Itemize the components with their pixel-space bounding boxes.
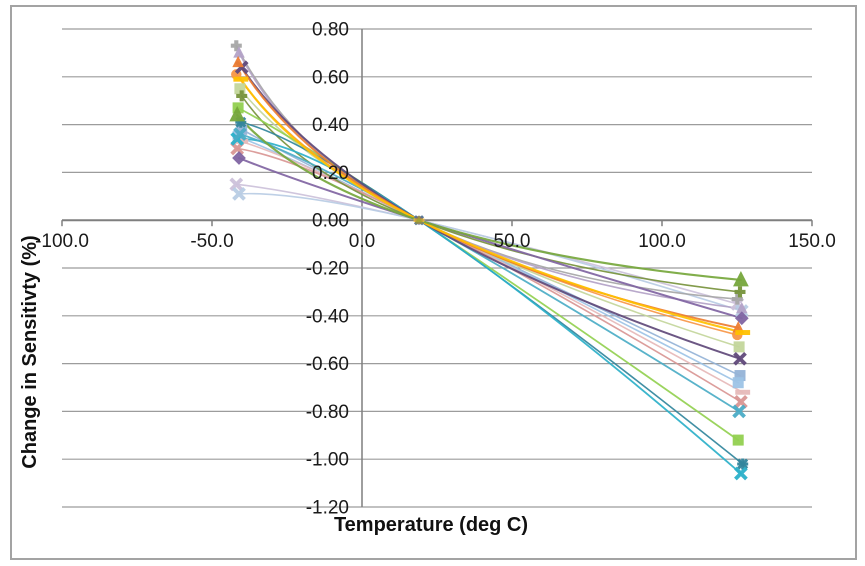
data-series (229, 40, 751, 481)
series-markers (229, 40, 751, 481)
data-point-marker-triangle (736, 302, 748, 314)
data-point-marker-square (234, 83, 246, 95)
series-line-unit-orange (237, 61, 740, 329)
data-point-marker-x (733, 351, 747, 366)
x-tick-label: -100.0 (35, 231, 89, 252)
data-point-marker-triangle (233, 46, 245, 58)
x-axis-title: Temperature (deg C) (334, 514, 528, 536)
tick-labels: 0.80 0.60 0.40 0.20 0.00 -0.20 -0.40 -0.60 -0.80… (35, 20, 836, 519)
data-point-marker-dash (735, 330, 751, 336)
data-point-marker-x (732, 404, 746, 419)
y-tick-label: -0.80 (306, 402, 349, 423)
data-point-marker-square (732, 377, 744, 389)
y-tick-label: -1.00 (306, 450, 349, 471)
data-point-marker-x (229, 177, 244, 192)
data-point-marker-plus (734, 286, 746, 298)
data-point-marker-square (732, 434, 744, 446)
y-tick-label: 0.00 (312, 211, 349, 232)
x-tick-label: -50.0 (190, 231, 233, 252)
data-point-marker-square (236, 123, 248, 135)
y-tick-label: -0.60 (306, 354, 349, 375)
x-tick-label: 150.0 (788, 231, 836, 252)
y-tick-label: 0.20 (312, 163, 349, 184)
data-point-marker-x (734, 394, 748, 409)
data-point-marker-x (734, 466, 748, 481)
y-tick-label: -0.20 (306, 259, 349, 280)
axes (61, 29, 813, 507)
data-point-marker-x (232, 187, 246, 201)
figure-border (10, 5, 857, 560)
data-point-marker-dash (233, 76, 249, 82)
data-point-marker-square (734, 370, 746, 382)
data-point-marker-triangle (229, 106, 246, 122)
data-point-marker-triangle (232, 55, 244, 68)
data-point-marker-triangle (732, 321, 744, 333)
data-point-marker-dash (735, 389, 751, 395)
data-point-marker-plus (731, 293, 743, 305)
gridlines (62, 28, 812, 508)
data-point-marker-asterisk (737, 458, 749, 470)
data-point-marker-diamond (232, 151, 246, 165)
data-point-marker-triangle (733, 270, 749, 287)
x-tick-label: 100.0 (638, 231, 686, 252)
data-point-marker-plus (236, 90, 248, 102)
x-tick-label: 50.0 (494, 231, 531, 252)
y-tick-label: 0.40 (312, 115, 349, 136)
y-tick-label: 0.80 (312, 20, 349, 41)
data-point-marker-plus (230, 40, 242, 52)
y-tick-label: -0.40 (306, 306, 349, 327)
y-tick-label: -1.20 (306, 498, 349, 519)
data-point-marker-square (733, 341, 745, 353)
data-point-marker-x (233, 127, 247, 142)
data-point-marker-triangle (414, 215, 424, 224)
x-tick-label: 0.0 (349, 231, 375, 252)
y-tick-label: 0.60 (312, 67, 349, 88)
y-axis-title: Change in Sensitivty (%) (19, 235, 41, 468)
